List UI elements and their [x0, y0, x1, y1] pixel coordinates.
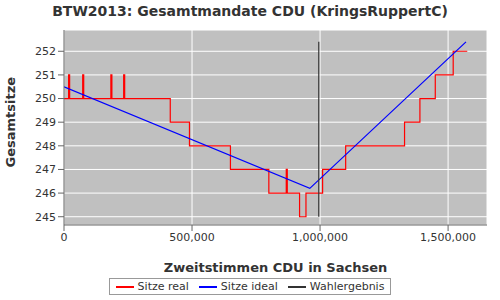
- svg-text:1,500,000: 1,500,000: [420, 231, 476, 244]
- html-text:BTW2013: Gesamtmandate CDU (Kr: BTW2013: Gesamtmandate CDU (KringsRupper…: [52, 3, 448, 19]
- svg-text:Gesamtsitze: Gesamtsitze: [8, 77, 18, 168]
- svg-text:0: 0: [61, 231, 68, 244]
- html-text:Sitze real: Sitze real: [137, 280, 189, 293]
- svg-text:1,000,000: 1,000,000: [292, 231, 348, 244]
- svg-text:248: 248: [35, 140, 56, 153]
- svg-text:500,000: 500,000: [169, 231, 215, 244]
- html-text:Wahlergebnis: Wahlergebnis: [309, 280, 385, 293]
- svg-text:247: 247: [35, 163, 56, 176]
- svg-text:250: 250: [35, 92, 56, 105]
- html-text:Sitze ideal: Sitze ideal: [220, 280, 278, 293]
- svg-text:252: 252: [35, 45, 56, 58]
- svg-text:245: 245: [35, 211, 56, 224]
- svg-text:246: 246: [35, 187, 56, 200]
- svg-text:249: 249: [35, 116, 56, 129]
- svg-text:Zweitstimmen CDU in Sachsen: Zweitstimmen CDU in Sachsen: [164, 260, 388, 272]
- svg-text:251: 251: [35, 69, 56, 82]
